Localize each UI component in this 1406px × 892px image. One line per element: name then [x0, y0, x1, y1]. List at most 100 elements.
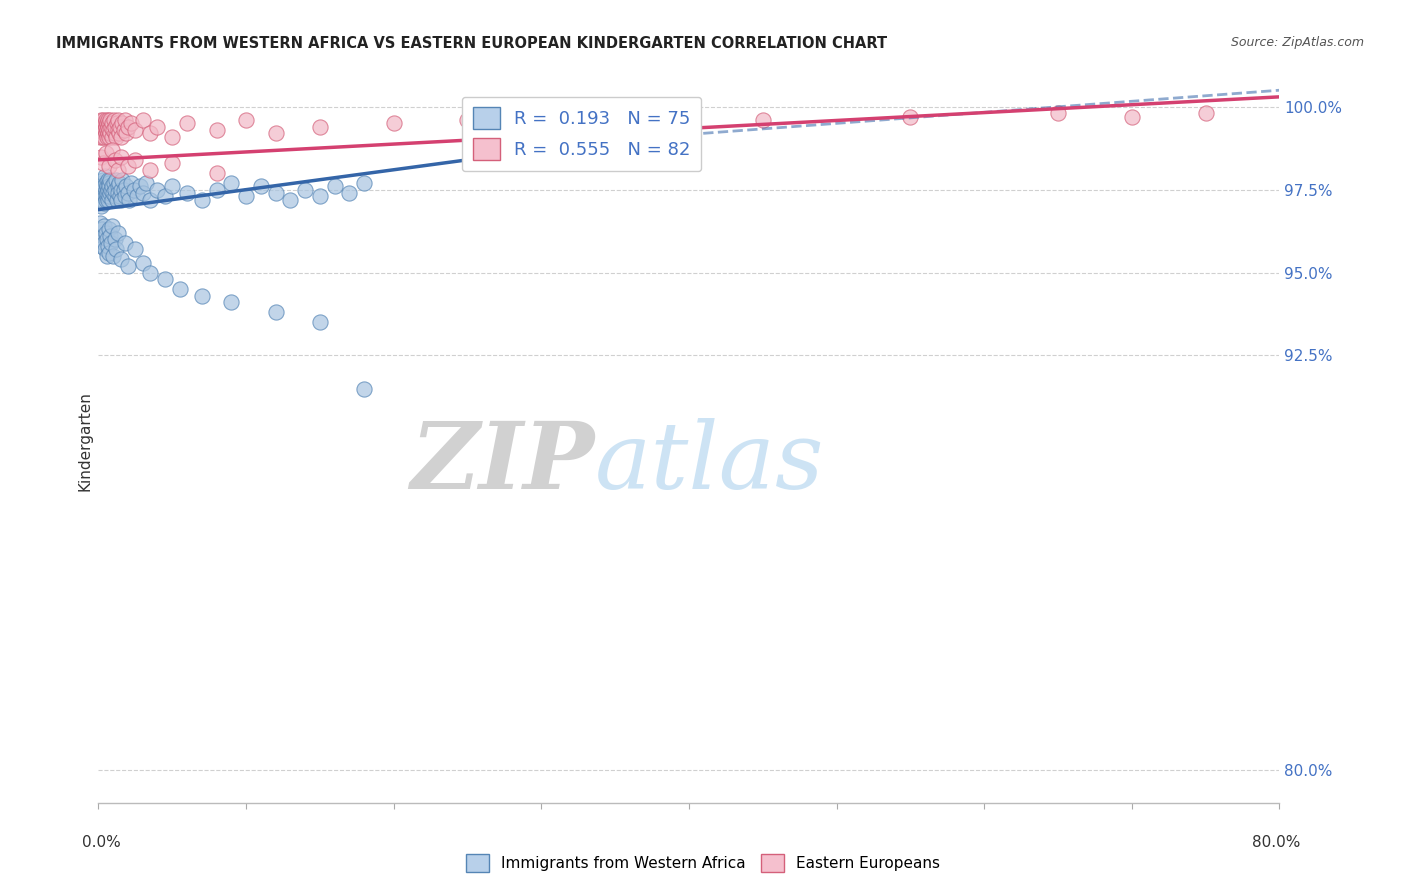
Point	[90, 149, 112, 163]
Point	[117, 160, 139, 174]
Point	[94, 183, 117, 197]
Point	[105, 242, 128, 256]
Point	[100, 129, 122, 144]
Point	[105, 116, 128, 130]
Point	[89, 216, 111, 230]
Point	[139, 193, 162, 207]
Point	[93, 219, 115, 233]
Point	[100, 143, 122, 157]
Point	[235, 113, 257, 128]
Point	[103, 249, 125, 263]
Point	[101, 179, 124, 194]
Point	[91, 176, 114, 190]
Point	[94, 226, 117, 240]
Point	[93, 129, 115, 144]
Point	[105, 172, 128, 186]
Point	[110, 129, 132, 144]
Point	[162, 129, 183, 144]
Point	[98, 172, 121, 186]
Text: 0.0%: 0.0%	[82, 836, 121, 850]
Point	[94, 176, 117, 190]
Point	[93, 235, 115, 250]
Point	[89, 116, 111, 130]
Point	[93, 186, 115, 200]
Point	[96, 116, 118, 130]
Point	[124, 153, 146, 167]
Point	[264, 126, 287, 140]
Legend: R =  0.193   N = 75, R =  0.555   N = 82: R = 0.193 N = 75, R = 0.555 N = 82	[461, 96, 702, 171]
Text: IMMIGRANTS FROM WESTERN AFRICA VS EASTERN EUROPEAN KINDERGARTEN CORRELATION CHAR: IMMIGRANTS FROM WESTERN AFRICA VS EASTER…	[56, 36, 887, 51]
Point	[96, 186, 118, 200]
Point	[91, 172, 114, 186]
Point	[139, 126, 162, 140]
Point	[124, 242, 146, 256]
Point	[90, 232, 112, 246]
Point	[90, 126, 112, 140]
Point	[90, 113, 112, 128]
Point	[90, 123, 112, 137]
Point	[205, 183, 228, 197]
Point	[176, 186, 198, 200]
Text: 80.0%: 80.0%	[1253, 836, 1301, 850]
Point	[91, 222, 114, 236]
Point	[117, 186, 139, 200]
Point	[104, 120, 127, 134]
Point	[353, 382, 375, 396]
Point	[96, 129, 118, 144]
Point	[91, 229, 114, 244]
Point	[107, 113, 129, 128]
Point	[108, 120, 131, 134]
Point	[100, 183, 122, 197]
Point	[111, 172, 134, 186]
Point	[94, 193, 117, 207]
Point	[91, 123, 114, 137]
Point	[96, 232, 118, 246]
Point	[89, 129, 111, 144]
Point	[96, 249, 118, 263]
Point	[94, 113, 117, 128]
Point	[93, 120, 115, 134]
Point	[114, 113, 136, 128]
Point	[91, 113, 114, 128]
Point	[89, 226, 111, 240]
Point	[139, 266, 162, 280]
Legend: Immigrants from Western Africa, Eastern Europeans: Immigrants from Western Africa, Eastern …	[460, 847, 946, 879]
Point	[128, 179, 150, 194]
Point	[117, 259, 139, 273]
Point	[104, 126, 127, 140]
Point	[100, 120, 122, 134]
Point	[103, 176, 125, 190]
Point	[93, 179, 115, 194]
Point	[132, 113, 155, 128]
Text: atlas: atlas	[595, 418, 824, 508]
Point	[93, 116, 115, 130]
Point	[98, 245, 121, 260]
Point	[94, 123, 117, 137]
Point	[120, 176, 142, 190]
Point	[97, 239, 120, 253]
Point	[105, 193, 128, 207]
Point	[110, 252, 132, 267]
Point	[91, 193, 114, 207]
Point	[103, 113, 125, 128]
Point	[118, 193, 141, 207]
Point	[146, 183, 169, 197]
Point	[93, 189, 115, 203]
Point	[89, 183, 111, 197]
Point	[98, 126, 121, 140]
Point	[162, 156, 183, 170]
Point	[205, 166, 228, 180]
Point	[107, 226, 129, 240]
Point	[100, 219, 122, 233]
Point	[93, 195, 115, 210]
Point	[235, 189, 257, 203]
Point	[98, 116, 121, 130]
Point	[114, 189, 136, 203]
Point	[169, 282, 191, 296]
Point	[153, 272, 176, 286]
Point	[115, 179, 138, 194]
Point	[530, 116, 553, 130]
Point	[97, 176, 120, 190]
Point	[221, 295, 243, 310]
Point	[97, 129, 120, 144]
